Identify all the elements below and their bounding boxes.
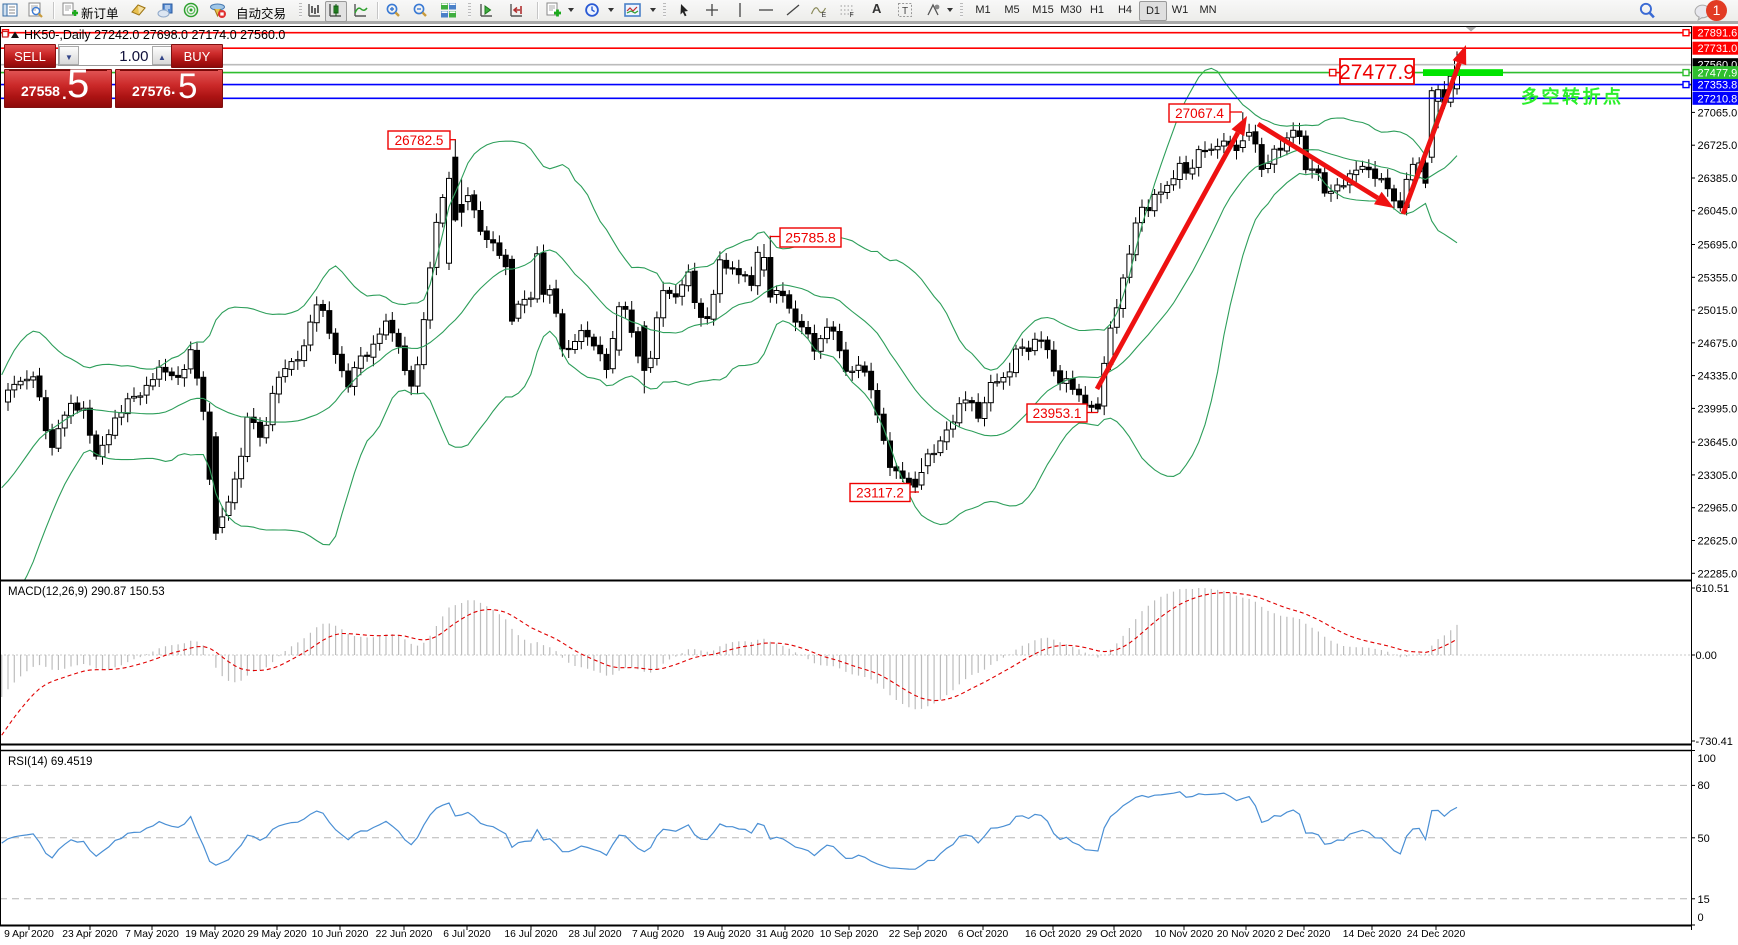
- svg-text:20 Nov 2020: 20 Nov 2020: [1217, 929, 1276, 940]
- svg-text:26782.5: 26782.5: [395, 133, 444, 148]
- svg-text:22285.0: 22285.0: [1698, 568, 1738, 580]
- svg-text:22 Sep 2020: 22 Sep 2020: [889, 929, 948, 940]
- svg-text:22625.0: 22625.0: [1698, 536, 1738, 548]
- svg-text:0.00: 0.00: [1696, 650, 1717, 662]
- svg-text:610.51: 610.51: [1696, 583, 1730, 595]
- svg-text:T: T: [902, 6, 908, 17]
- svg-text:27210.8: 27210.8: [1698, 93, 1738, 105]
- svg-text:HK50-,Daily 27242.0 27698.0 2: HK50-,Daily 27242.0 27698.0 27174.0 2756…: [24, 28, 285, 42]
- svg-text:25785.8: 25785.8: [785, 230, 836, 246]
- svg-text:27477.9: 27477.9: [1698, 68, 1738, 80]
- svg-text:22965.0: 22965.0: [1698, 503, 1738, 515]
- svg-text:15: 15: [1698, 894, 1710, 906]
- svg-text:10 Jun 2020: 10 Jun 2020: [312, 929, 369, 940]
- svg-text:2 Dec 2020: 2 Dec 2020: [1278, 929, 1331, 940]
- svg-text:27891.6: 27891.6: [1698, 28, 1738, 40]
- svg-text:16 Oct 2020: 16 Oct 2020: [1025, 929, 1081, 940]
- svg-text:RSI(14) 69.4519: RSI(14) 69.4519: [8, 756, 92, 768]
- svg-text:F: F: [850, 12, 854, 19]
- svg-text:27067.4: 27067.4: [1175, 106, 1224, 121]
- svg-text:7 Aug 2020: 7 Aug 2020: [632, 929, 684, 940]
- svg-text:24675.0: 24675.0: [1698, 338, 1738, 350]
- svg-text:MACD(12,26,9) 290.87 150.53: MACD(12,26,9) 290.87 150.53: [8, 586, 165, 598]
- svg-text:19 May 2020: 19 May 2020: [185, 929, 245, 940]
- svg-text:9 Apr 2020: 9 Apr 2020: [4, 929, 54, 940]
- svg-text:80: 80: [1698, 780, 1710, 792]
- svg-text:25355.0: 25355.0: [1698, 272, 1738, 284]
- svg-text:28 Jul 2020: 28 Jul 2020: [568, 929, 622, 940]
- svg-text:16 Jul 2020: 16 Jul 2020: [504, 929, 558, 940]
- svg-text:23995.0: 23995.0: [1698, 403, 1738, 415]
- svg-text:50: 50: [1698, 833, 1710, 845]
- svg-text:26385.0: 26385.0: [1698, 173, 1738, 185]
- svg-text:27731.0: 27731.0: [1698, 43, 1738, 55]
- svg-text:27477.9: 27477.9: [1339, 61, 1415, 84]
- svg-text:24 Dec 2020: 24 Dec 2020: [1407, 929, 1466, 940]
- svg-text:-730.41: -730.41: [1696, 736, 1733, 748]
- svg-text:29 Oct 2020: 29 Oct 2020: [1086, 929, 1142, 940]
- svg-text:E: E: [822, 12, 827, 19]
- svg-text:23953.1: 23953.1: [1033, 406, 1082, 421]
- svg-text:100: 100: [1698, 753, 1716, 765]
- svg-text:27353.8: 27353.8: [1698, 80, 1738, 92]
- svg-text:10 Nov 2020: 10 Nov 2020: [1155, 929, 1214, 940]
- svg-text:31 Aug 2020: 31 Aug 2020: [756, 929, 814, 940]
- svg-text:7 May 2020: 7 May 2020: [125, 929, 179, 940]
- svg-text:26725.0: 26725.0: [1698, 140, 1738, 152]
- svg-text:22 Jun 2020: 22 Jun 2020: [376, 929, 433, 940]
- svg-text:27065.0: 27065.0: [1698, 107, 1738, 119]
- svg-text:24335.0: 24335.0: [1698, 371, 1738, 383]
- svg-text:6 Oct 2020: 6 Oct 2020: [958, 929, 1009, 940]
- svg-text:26045.0: 26045.0: [1698, 206, 1738, 218]
- svg-text:23645.0: 23645.0: [1698, 437, 1738, 449]
- svg-text:23117.2: 23117.2: [856, 485, 904, 500]
- svg-text:25015.0: 25015.0: [1698, 305, 1738, 317]
- svg-text:23305.0: 23305.0: [1698, 470, 1738, 482]
- svg-text:25695.0: 25695.0: [1698, 240, 1738, 252]
- svg-text:多空转折点: 多空转折点: [1521, 86, 1624, 107]
- svg-text:14 Dec 2020: 14 Dec 2020: [1343, 929, 1402, 940]
- svg-text:6 Jul 2020: 6 Jul 2020: [443, 929, 491, 940]
- svg-text:29 May 2020: 29 May 2020: [247, 929, 307, 940]
- svg-text:0: 0: [1698, 912, 1704, 924]
- svg-text:19 Aug 2020: 19 Aug 2020: [693, 929, 751, 940]
- svg-text:23 Apr 2020: 23 Apr 2020: [62, 929, 118, 940]
- svg-text:10 Sep 2020: 10 Sep 2020: [820, 929, 879, 940]
